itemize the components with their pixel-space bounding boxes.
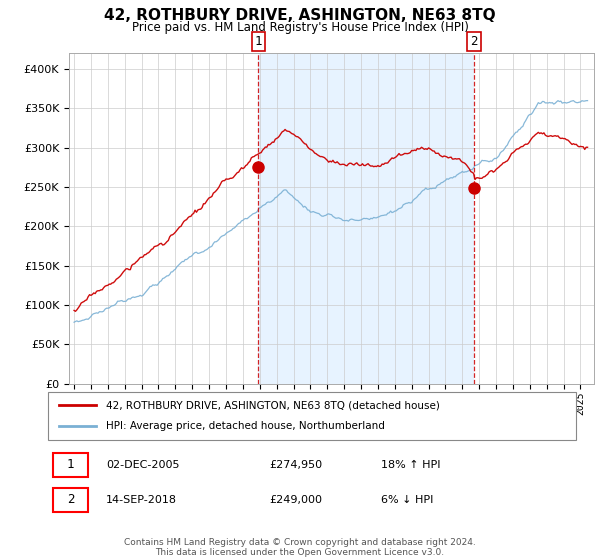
Text: 18% ↑ HPI: 18% ↑ HPI — [380, 460, 440, 470]
Text: 42, ROTHBURY DRIVE, ASHINGTON, NE63 8TQ: 42, ROTHBURY DRIVE, ASHINGTON, NE63 8TQ — [104, 8, 496, 24]
FancyBboxPatch shape — [53, 453, 88, 477]
Text: Contains HM Land Registry data © Crown copyright and database right 2024.
This d: Contains HM Land Registry data © Crown c… — [124, 538, 476, 557]
FancyBboxPatch shape — [53, 488, 88, 512]
Text: £249,000: £249,000 — [270, 495, 323, 505]
Text: 6% ↓ HPI: 6% ↓ HPI — [380, 495, 433, 505]
Text: 1: 1 — [67, 458, 74, 472]
Text: 1: 1 — [254, 35, 262, 48]
Text: HPI: Average price, detached house, Northumberland: HPI: Average price, detached house, Nort… — [106, 421, 385, 431]
Text: 14-SEP-2018: 14-SEP-2018 — [106, 495, 177, 505]
Text: 2: 2 — [67, 493, 74, 506]
Text: 02-DEC-2005: 02-DEC-2005 — [106, 460, 179, 470]
Bar — [259, 53, 475, 384]
FancyBboxPatch shape — [48, 392, 576, 440]
Text: £274,950: £274,950 — [270, 460, 323, 470]
Text: Price paid vs. HM Land Registry's House Price Index (HPI): Price paid vs. HM Land Registry's House … — [131, 21, 469, 34]
Text: 2: 2 — [470, 35, 478, 48]
Text: 42, ROTHBURY DRIVE, ASHINGTON, NE63 8TQ (detached house): 42, ROTHBURY DRIVE, ASHINGTON, NE63 8TQ … — [106, 400, 440, 410]
